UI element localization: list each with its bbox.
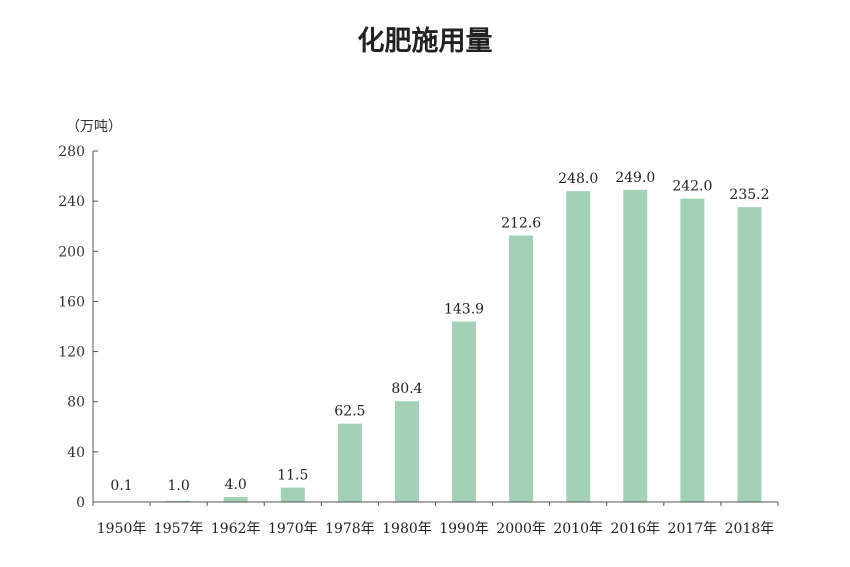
data-label: 0.1	[110, 478, 132, 494]
bar	[566, 191, 591, 502]
x-axis: 1950年 1957年 1962年 1970年 1978年 1980年 1990年 2000年…	[92, 501, 779, 537]
x-category-label: 1978年	[325, 521, 375, 537]
data-label: 62.5	[334, 404, 365, 420]
y-tick-label: 200	[58, 244, 85, 260]
bar	[223, 496, 248, 502]
data-label: 4.0	[225, 477, 247, 493]
y-tick-label: 40	[67, 445, 85, 461]
x-category-label: 1990年	[439, 521, 489, 537]
x-category-label: 2016年	[610, 521, 660, 537]
data-label: 235.2	[729, 187, 769, 203]
bar	[680, 198, 705, 502]
y-tick-label: 160	[58, 294, 85, 310]
x-category-label: 2000年	[496, 521, 546, 537]
y-axis: 0 40 80 120 160 200 240 280	[58, 144, 98, 511]
bar	[394, 401, 419, 502]
x-category-label: 1962年	[211, 521, 261, 537]
data-label: 143.9	[444, 302, 484, 318]
data-label: 242.0	[672, 179, 712, 195]
y-tick-label: 240	[58, 194, 85, 210]
x-category-label: 2010年	[553, 521, 603, 537]
y-tick-label: 0	[76, 495, 85, 511]
data-label: 212.6	[501, 215, 541, 231]
y-axis-unit: （万吨）	[66, 119, 122, 135]
x-category-label: 1950年	[97, 521, 147, 537]
x-category-label: 1970年	[268, 521, 318, 537]
data-label: 248.0	[558, 171, 598, 187]
bar	[509, 235, 534, 502]
data-label: 11.5	[277, 468, 308, 484]
x-category-label: 2018年	[725, 521, 775, 537]
x-category-label: 1980年	[382, 521, 432, 537]
bar	[623, 189, 648, 502]
bars: 0.1 1.0 4.0 11.5 62.5 80.4 143.9 212.6 248.0 249.…	[109, 170, 770, 502]
x-category-label: 1957年	[154, 521, 204, 537]
bar	[452, 321, 477, 502]
bar	[737, 207, 762, 502]
x-category-label: 2017年	[668, 521, 718, 537]
data-label: 249.0	[615, 170, 655, 186]
y-tick-label: 80	[67, 395, 85, 411]
bar	[166, 500, 191, 502]
bar	[337, 423, 362, 502]
data-label: 1.0	[167, 478, 189, 494]
y-tick-label: 280	[58, 144, 85, 160]
chart-title: 化肥施用量	[358, 26, 493, 57]
y-tick-label: 120	[58, 345, 85, 361]
data-label: 80.4	[391, 381, 422, 397]
bar	[280, 487, 305, 502]
